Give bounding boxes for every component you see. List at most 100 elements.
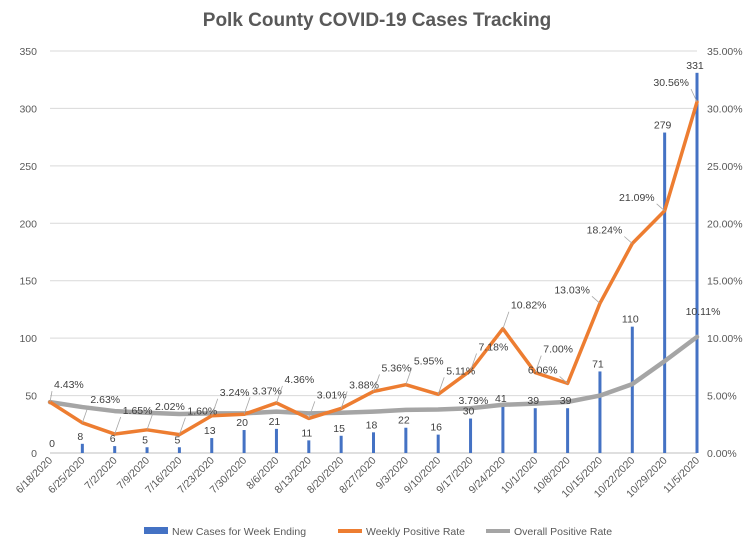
bar-data-label: 39 — [560, 395, 572, 407]
weekly-rate-data-label: 5.36% — [382, 362, 412, 374]
y-right-tick-label: 15.00% — [707, 276, 743, 288]
overall-rate-data-label: 10.11% — [686, 306, 721, 318]
bar-data-label: 22 — [398, 415, 410, 427]
weekly-rate-data-label: 1.60% — [187, 406, 217, 418]
bar-data-label: 110 — [622, 314, 639, 326]
leader-line — [243, 397, 251, 415]
bar — [274, 428, 278, 453]
weekly-rate-data-label: 5.11% — [446, 365, 475, 377]
bar — [695, 72, 699, 453]
bar — [663, 132, 667, 453]
bar-data-label: 39 — [527, 395, 539, 407]
bar-data-label: 6 — [110, 433, 116, 445]
y-right-tick-label: 35.00% — [707, 46, 743, 58]
bar-data-label: 41 — [495, 393, 507, 405]
bar-data-label: 8 — [77, 431, 83, 443]
leader-line — [340, 391, 348, 409]
legend-label: Overall Positive Rate — [514, 526, 612, 538]
weekly-rate-data-label: 18.24% — [587, 225, 623, 237]
bar — [566, 408, 570, 453]
bar — [501, 405, 505, 453]
leader-line — [534, 355, 542, 373]
bar — [598, 371, 602, 453]
bar — [177, 447, 181, 453]
leader-line — [211, 398, 219, 416]
weekly-rate-data-label: 3.24% — [220, 387, 250, 399]
bar-data-label: 5 — [174, 434, 180, 446]
bar-data-label: 20 — [236, 417, 248, 429]
y-right-tick-label: 25.00% — [707, 161, 743, 173]
bar — [80, 443, 84, 453]
y-right-tick-label: 0.00% — [707, 448, 737, 460]
leader-line — [559, 376, 568, 384]
leader-line — [502, 311, 510, 329]
y-right-tick-label: 20.00% — [707, 218, 743, 230]
bar-data-label: 71 — [592, 358, 604, 370]
leader-line — [179, 417, 186, 435]
bar — [469, 418, 473, 453]
leader-line — [624, 236, 633, 244]
leader-line — [308, 401, 316, 419]
leader-line — [81, 405, 89, 423]
legend-label: New Cases for Week Ending — [172, 526, 306, 538]
weekly-rate-data-label: 21.09% — [619, 192, 655, 204]
y-left-tick-label: 100 — [19, 333, 37, 345]
weekly-rate-data-label: 3.01% — [317, 389, 347, 401]
weekly-rate-data-label: 7.00% — [543, 344, 573, 356]
leader-line — [690, 88, 698, 103]
bar — [242, 430, 246, 453]
bar-data-label: 331 — [686, 60, 704, 72]
weekly-rate-data-label: 13.03% — [554, 284, 590, 296]
y-left-tick-label: 250 — [19, 161, 37, 173]
leader-line — [437, 377, 445, 395]
leader-line — [276, 385, 283, 404]
leader-line — [591, 296, 601, 304]
bar-data-label: 18 — [366, 419, 378, 431]
overall-rate-line — [47, 334, 700, 417]
leader-line — [405, 367, 413, 385]
chart-title: Polk County COVID-19 Cases Tracking — [202, 10, 552, 31]
bar-data-label: 21 — [269, 416, 281, 428]
legend-swatch — [144, 527, 168, 534]
bar — [113, 446, 117, 453]
bar-data-label: 279 — [654, 120, 672, 132]
weekly-rate-data-label: 3.37% — [252, 385, 282, 397]
bar — [533, 408, 537, 453]
weekly-rate-data-label: 4.36% — [284, 374, 314, 386]
x-tick-label: 7/2/2020 — [82, 455, 119, 492]
weekly-rate-data-label: 7.18% — [479, 342, 509, 354]
leader-line — [470, 353, 477, 371]
leader-line — [373, 374, 380, 392]
y-left-tick-label: 200 — [19, 218, 37, 230]
bar — [210, 438, 214, 453]
bar-data-label: 15 — [333, 423, 345, 435]
y-right-tick-label: 5.00% — [707, 391, 737, 403]
bar — [145, 447, 149, 453]
weekly-rate-data-label: 30.56% — [653, 77, 689, 89]
bar — [339, 435, 343, 453]
y-right-tick-label: 30.00% — [707, 103, 743, 115]
bar-data-label: 0 — [49, 438, 55, 450]
leader-line — [49, 391, 53, 403]
y-left-tick-label: 350 — [19, 46, 37, 58]
weekly-rate-data-label: 4.43% — [54, 379, 84, 391]
weekly-rate-data-label: 1.65% — [123, 405, 153, 417]
bar-data-label: 13 — [204, 425, 216, 437]
weekly-rate-data-label: 10.82% — [511, 300, 547, 312]
bar-data-label: 16 — [430, 422, 442, 434]
bar — [372, 432, 375, 453]
overall-rate-data-label: 3.79% — [459, 395, 489, 407]
y-left-tick-label: 50 — [25, 391, 37, 403]
legend-label: Weekly Positive Rate — [366, 526, 465, 538]
bar — [436, 434, 440, 453]
weekly-rate-data-label: 3.88% — [349, 379, 379, 391]
y-left-tick-label: 150 — [19, 276, 37, 288]
leader-line — [146, 412, 154, 430]
y-left-tick-label: 0 — [31, 448, 37, 460]
y-right-tick-label: 10.00% — [707, 333, 743, 345]
bar-data-label: 30 — [463, 406, 475, 418]
weekly-rate-data-label: 2.63% — [90, 394, 120, 406]
weekly-rate-data-label: 5.95% — [414, 356, 444, 368]
leader-line — [114, 416, 122, 435]
